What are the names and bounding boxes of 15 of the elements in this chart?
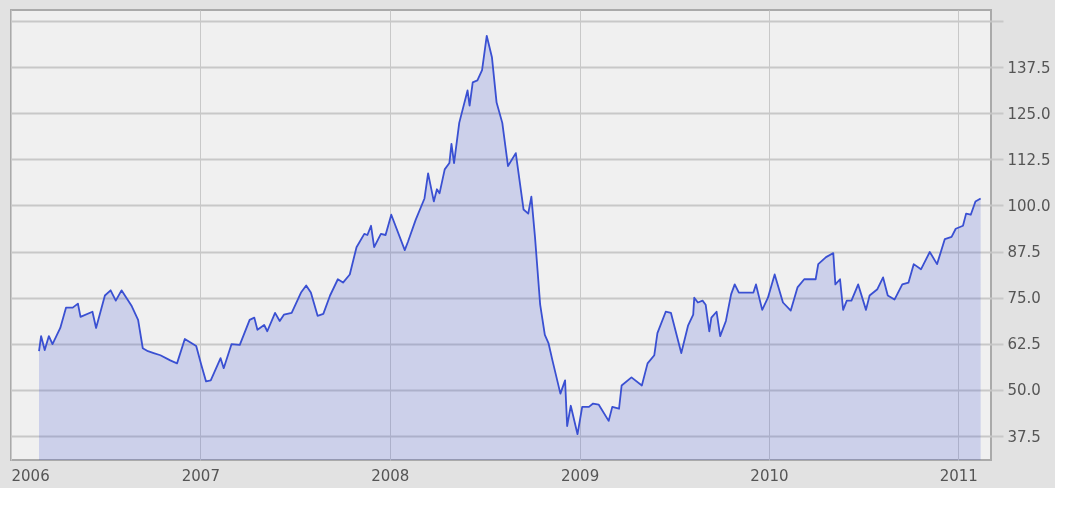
- y-tick-label: 62.5: [1007, 335, 1041, 354]
- x-tick-label: 2009: [561, 466, 600, 485]
- x-tick-label: 2007: [181, 466, 220, 485]
- y-tick-label: 137.5: [1007, 58, 1051, 77]
- x-tick-label: 2006: [11, 466, 50, 485]
- y-tick-label: 87.5: [1007, 243, 1041, 262]
- y-tick-label: 75.0: [1007, 289, 1041, 308]
- y-tick-label: 112.5: [1007, 150, 1051, 169]
- y-tick-label: 100.0: [1007, 196, 1051, 215]
- x-tick-label: 2008: [371, 466, 410, 485]
- y-tick-label: 37.5: [1007, 427, 1041, 446]
- x-tick-label: 2010: [750, 466, 789, 485]
- y-tick-label: 125.0: [1007, 104, 1051, 123]
- x-tick-label: 2011: [939, 466, 978, 485]
- y-tick-label: 50.0: [1007, 381, 1041, 400]
